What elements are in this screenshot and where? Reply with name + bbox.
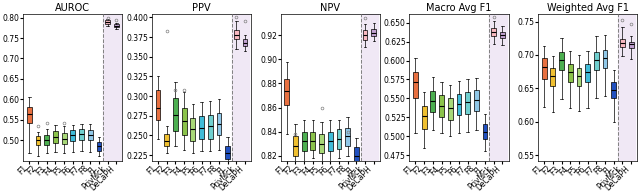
PathPatch shape (585, 64, 590, 82)
PathPatch shape (114, 24, 119, 27)
Title: Weighted Avg F1: Weighted Avg F1 (547, 3, 628, 13)
PathPatch shape (603, 50, 607, 68)
PathPatch shape (568, 64, 573, 82)
PathPatch shape (216, 113, 221, 135)
PathPatch shape (164, 134, 169, 146)
PathPatch shape (594, 52, 599, 70)
PathPatch shape (208, 115, 212, 138)
PathPatch shape (345, 128, 350, 146)
PathPatch shape (577, 68, 581, 86)
PathPatch shape (500, 32, 505, 38)
PathPatch shape (559, 52, 564, 70)
Title: PPV: PPV (192, 3, 211, 13)
PathPatch shape (456, 94, 461, 115)
PathPatch shape (363, 30, 367, 40)
PathPatch shape (156, 90, 161, 120)
PathPatch shape (550, 68, 556, 86)
PathPatch shape (36, 136, 40, 145)
PathPatch shape (413, 72, 418, 98)
PathPatch shape (371, 29, 376, 36)
PathPatch shape (105, 20, 110, 24)
Bar (618, 14, 636, 160)
PathPatch shape (474, 90, 479, 111)
Bar (361, 14, 378, 160)
PathPatch shape (199, 116, 204, 139)
PathPatch shape (191, 118, 195, 141)
PathPatch shape (541, 58, 547, 79)
PathPatch shape (354, 147, 359, 163)
Bar (232, 14, 250, 160)
PathPatch shape (61, 133, 67, 144)
PathPatch shape (44, 135, 49, 145)
PathPatch shape (293, 136, 298, 156)
PathPatch shape (611, 82, 616, 98)
PathPatch shape (225, 146, 230, 159)
PathPatch shape (439, 95, 444, 117)
PathPatch shape (284, 79, 289, 105)
Title: Macro Avg F1: Macro Avg F1 (426, 3, 492, 13)
PathPatch shape (337, 129, 341, 149)
PathPatch shape (243, 40, 248, 46)
Bar (103, 14, 121, 160)
PathPatch shape (483, 124, 488, 139)
Title: NPV: NPV (320, 3, 340, 13)
PathPatch shape (53, 131, 58, 143)
PathPatch shape (301, 132, 307, 151)
PathPatch shape (173, 98, 178, 131)
PathPatch shape (310, 132, 316, 150)
PathPatch shape (70, 130, 76, 141)
PathPatch shape (628, 42, 634, 48)
PathPatch shape (328, 132, 333, 151)
PathPatch shape (319, 134, 324, 153)
Bar (490, 14, 507, 160)
PathPatch shape (620, 39, 625, 47)
PathPatch shape (79, 129, 84, 140)
PathPatch shape (97, 142, 101, 151)
PathPatch shape (234, 30, 239, 40)
PathPatch shape (422, 106, 426, 129)
Title: AUROC: AUROC (55, 3, 90, 13)
PathPatch shape (465, 92, 470, 113)
PathPatch shape (27, 107, 32, 123)
PathPatch shape (182, 108, 186, 135)
PathPatch shape (88, 130, 93, 140)
PathPatch shape (448, 98, 452, 120)
PathPatch shape (492, 28, 496, 36)
PathPatch shape (431, 91, 435, 112)
